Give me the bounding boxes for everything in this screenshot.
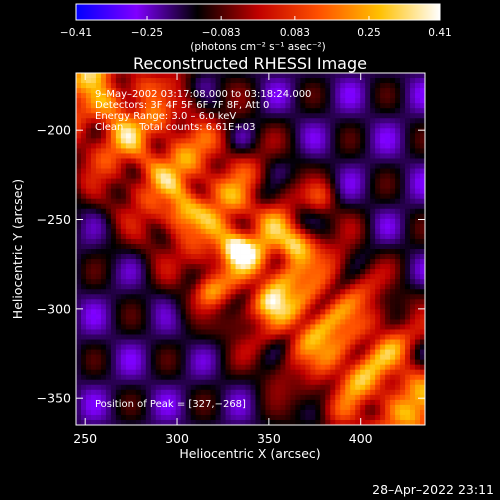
y-tick-label: −250 — [37, 212, 71, 227]
x-tick-label: 350 — [257, 431, 281, 446]
y-tick-label: −350 — [37, 391, 71, 406]
x-tick-label: 300 — [165, 431, 189, 446]
colorbar: −0.41 −0.25 −0.083 0.083 0.25 0.41 (photons c… — [60, 3, 452, 53]
x-tick-label: 250 — [73, 431, 97, 446]
colorbar-tick-label: −0.41 — [60, 27, 92, 39]
y-tick-label: −300 — [37, 301, 71, 316]
peak-label: Position of Peak = [327,−268] — [95, 399, 246, 410]
x-axis-label: Heliocentric X (arcsec) — [179, 446, 320, 461]
info-line-energy: Energy Range: 3.0 – 6.0 keV — [95, 111, 236, 122]
x-tick-label: 400 — [349, 431, 373, 446]
chart-title: Reconstructed RHESSI Image — [133, 54, 367, 73]
y-tick-label: −200 — [37, 123, 71, 138]
y-axis-label: Heliocentric Y (arcsec) — [10, 179, 25, 319]
heatmap-image — [76, 73, 425, 425]
footer-timestamp: 28–Apr–2022 23:11 — [372, 482, 494, 497]
colorbar-tick-label: −0.25 — [131, 27, 163, 39]
colorbar-tick-label: 0.083 — [280, 27, 310, 39]
plot-frame — [75, 72, 426, 426]
colorbar-tick-label: −0.083 — [202, 27, 241, 39]
colorbar-tick-label: 0.41 — [428, 27, 451, 39]
info-line-counts: Clean Total counts: 6.61E+03 — [95, 122, 255, 133]
colorbar-units: (photons cm⁻² s⁻¹ asec⁻²) — [190, 41, 325, 53]
info-line-time: 9–May–2002 03:17:08.000 to 03:18:24.000 — [95, 89, 311, 100]
axis-ticks: 250 300 350 400 −200 −250 −300 −350 — [37, 73, 425, 446]
colorbar-tick-label: 0.25 — [357, 27, 380, 39]
info-annotation: 9–May–2002 03:17:08.000 to 03:18:24.000 … — [95, 89, 311, 133]
info-line-detectors: Detectors: 3F 4F 5F 6F 7F 8F, Att 0 — [95, 100, 269, 111]
colorbar-ticks: −0.41 −0.25 −0.083 0.083 0.25 0.41 — [60, 3, 452, 39]
colorbar-gradient — [76, 4, 440, 20]
